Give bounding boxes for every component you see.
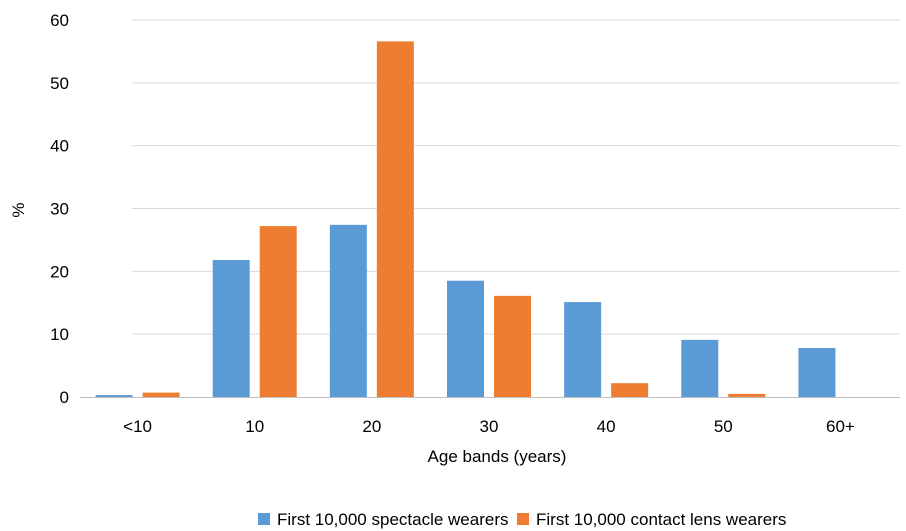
x-tick-label: 30	[480, 417, 499, 436]
bar-contact-lens-4	[611, 383, 649, 397]
x-axis-ticks: <10 10 20 30 40 50 60+	[123, 417, 855, 436]
legend-swatch-spectacle	[258, 513, 270, 525]
legend-label-contact-lens: First 10,000 contact lens wearers	[536, 510, 786, 529]
legend-label-spectacle: First 10,000 spectacle wearers	[277, 510, 509, 529]
bar-spectacle-0	[95, 395, 133, 397]
y-tick-label: 60	[50, 11, 69, 30]
x-axis-title: Age bands (years)	[428, 447, 567, 466]
y-axis-ticks: 0 10 20 30 40 50 60	[50, 11, 69, 407]
y-tick-label: 10	[50, 325, 69, 344]
bar-spectacle-5	[681, 339, 719, 397]
x-tick-label: 50	[714, 417, 733, 436]
y-axis-title: %	[9, 202, 28, 217]
legend: First 10,000 spectacle wearers First 10,0…	[258, 510, 786, 529]
x-tick-label: 40	[597, 417, 616, 436]
bar-spectacle-1	[212, 260, 250, 397]
bar-spectacle-6	[798, 347, 836, 397]
y-tick-label: 20	[50, 262, 69, 281]
y-tick-label: 30	[50, 200, 69, 219]
x-tick-label: 60+	[826, 417, 855, 436]
bar-contact-lens-5	[728, 393, 766, 397]
x-tick-label: 20	[362, 417, 381, 436]
legend-swatch-contact-lens	[517, 513, 529, 525]
y-tick-label: 50	[50, 74, 69, 93]
y-tick-label: 40	[50, 137, 69, 156]
bar-spectacle-2	[329, 224, 367, 397]
bars	[80, 41, 900, 398]
bar-contact-lens-0	[142, 392, 180, 397]
y-tick-label: 0	[60, 388, 69, 407]
bar-contact-lens-2	[376, 41, 414, 397]
x-tick-label: <10	[123, 417, 152, 436]
bar-spectacle-4	[564, 302, 602, 397]
x-tick-label: 10	[245, 417, 264, 436]
bar-contact-lens-3	[494, 295, 531, 397]
bar-contact-lens-1	[259, 226, 297, 397]
bar-spectacle-3	[447, 280, 484, 397]
